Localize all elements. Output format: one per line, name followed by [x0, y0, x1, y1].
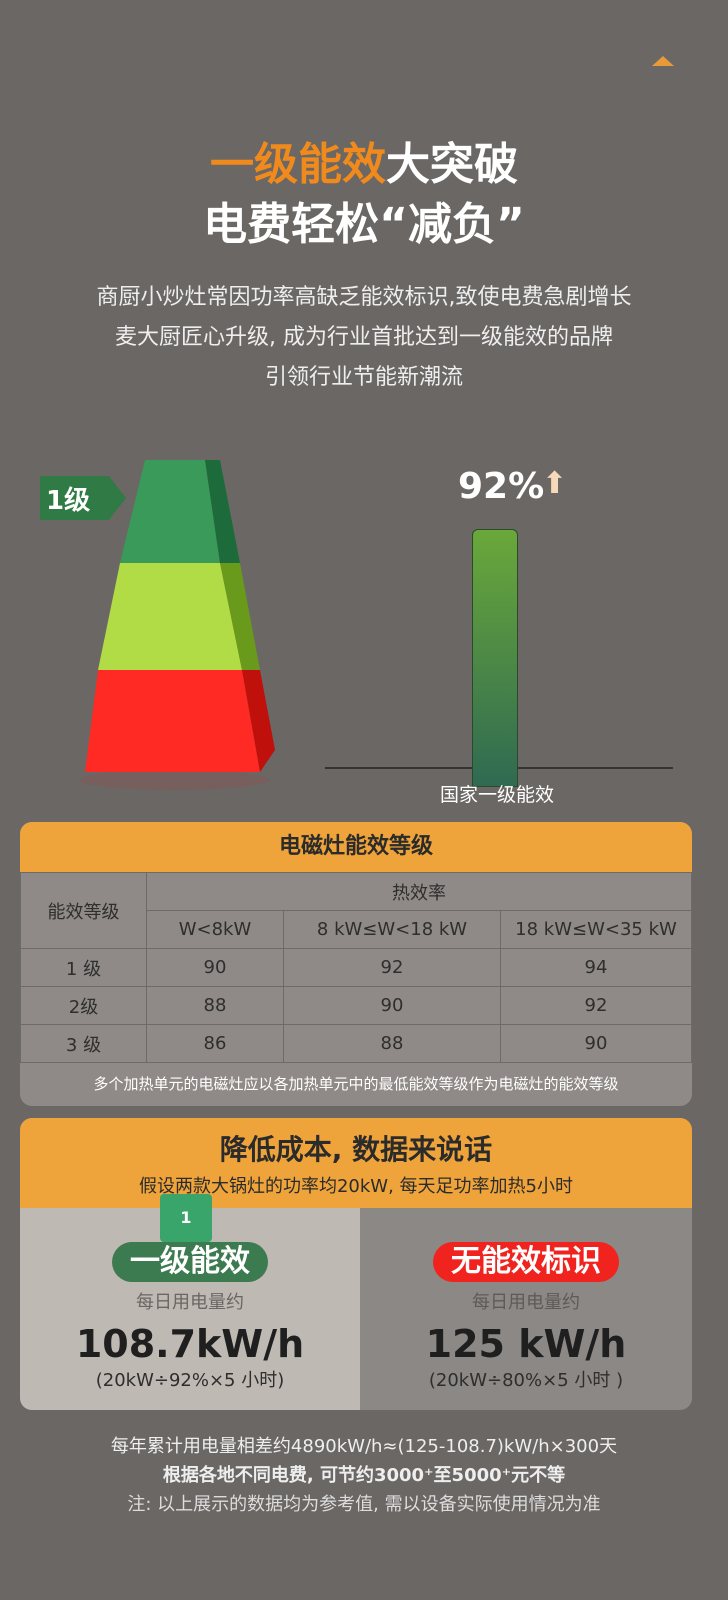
- usage-label: 每日用电量约: [136, 1292, 244, 1313]
- bar-value-label: 92%: [458, 466, 545, 507]
- table-title: 电磁灶能效等级: [20, 822, 692, 872]
- cell: 90: [283, 986, 501, 1025]
- usage-formula: (20kW÷80%×5 小时 ): [428, 1370, 624, 1391]
- cell: 1 级: [20, 948, 147, 987]
- table-row: 1 级 90 92 94: [20, 948, 692, 987]
- scroll-top-icon[interactable]: [652, 56, 674, 66]
- cell: 94: [500, 948, 692, 987]
- headline: 一级能效大突破: [210, 139, 518, 190]
- table-row: 3 级 86 88 90: [20, 1024, 692, 1063]
- header-level: 能效等级: [20, 872, 147, 949]
- savings-text: 根据各地不同电费, 可节约3000⁺至5000⁺元不等: [162, 1465, 566, 1486]
- cell: 2级: [20, 986, 147, 1025]
- bar-category-label: 国家一级能效: [440, 784, 555, 806]
- cell: 3 级: [20, 1024, 147, 1063]
- cell: 88: [283, 1024, 501, 1063]
- cell: 92: [500, 986, 692, 1025]
- first-level-pill: 一级能效: [112, 1242, 268, 1282]
- no-label-pill: 无能效标识: [433, 1242, 619, 1282]
- col-header: W<8kW: [146, 910, 284, 949]
- cell: 92: [283, 948, 501, 987]
- cell: 90: [500, 1024, 692, 1063]
- usage-label: 每日用电量约: [472, 1292, 580, 1313]
- disclaimer: 注: 以上展示的数据均为参考值, 需以设备实际使用情况为准: [127, 1494, 601, 1515]
- intro-text: 商厨小炒灶常因功率高缺乏能效标识,致使电费急剧增长 麦大厨匠心升级, 成为行业首…: [96, 285, 632, 390]
- headline-sub: 电费轻松“减负”: [203, 199, 525, 250]
- cell: 90: [146, 948, 284, 987]
- cost-subtitle: 假设两款大锅灶的功率均20kW, 每天足功率加热5小时: [138, 1176, 574, 1197]
- table-row: 2级 88 90 92: [20, 986, 692, 1025]
- usage-value: 125 kW/h: [425, 1322, 627, 1366]
- usage-value: 108.7kW/h: [75, 1322, 305, 1366]
- efficiency-table: 能效等级 热效率 W<8kW 8 kW≤W<18 kW 18 kW≤W<35 kW 1…: [20, 872, 692, 1063]
- level-tag: 1级: [40, 476, 126, 520]
- level-1-segment: [120, 460, 220, 563]
- level-badge-icon: 1: [160, 1194, 212, 1242]
- cost-title: 降低成本, 数据来说话: [219, 1133, 493, 1166]
- efficiency-table-card: 电磁灶能效等级 能效等级 热效率 W<8kW 8 kW≤W<18 kW 18 kW≤W…: [20, 822, 692, 1106]
- cell: 88: [146, 986, 284, 1025]
- table-note: 多个加热单元的电磁灶应以各加热单元中的最低能效等级作为电磁灶的能效等级: [93, 1075, 619, 1093]
- cost-card: 降低成本, 数据来说话 假设两款大锅灶的功率均20kW, 每天足功率加热5小时 …: [20, 1118, 692, 1410]
- usage-formula: (20kW÷92%×5 小时): [95, 1370, 285, 1391]
- annual-difference: 每年累计用电量相差约4890kW/h≈(125-108.7)kW/h×300天: [110, 1436, 618, 1457]
- energy-pyramid: [80, 460, 275, 790]
- efficiency-bar: [472, 529, 518, 787]
- up-arrow-icon: ⬆: [542, 466, 568, 501]
- header-thermal: 热效率: [146, 872, 692, 911]
- level-2-segment: [98, 563, 242, 670]
- cell: 86: [146, 1024, 284, 1063]
- col-header: 18 kW≤W<35 kW: [500, 910, 692, 949]
- first-level-panel: 1 一级能效 每日用电量约 108.7kW/h (20kW÷92%×5 小时): [20, 1194, 360, 1410]
- no-label-panel: 无能效标识 每日用电量约 125 kW/h (20kW÷80%×5 小时 ): [360, 1208, 692, 1410]
- col-header: 8 kW≤W<18 kW: [283, 910, 501, 949]
- level-3-segment: [85, 670, 260, 772]
